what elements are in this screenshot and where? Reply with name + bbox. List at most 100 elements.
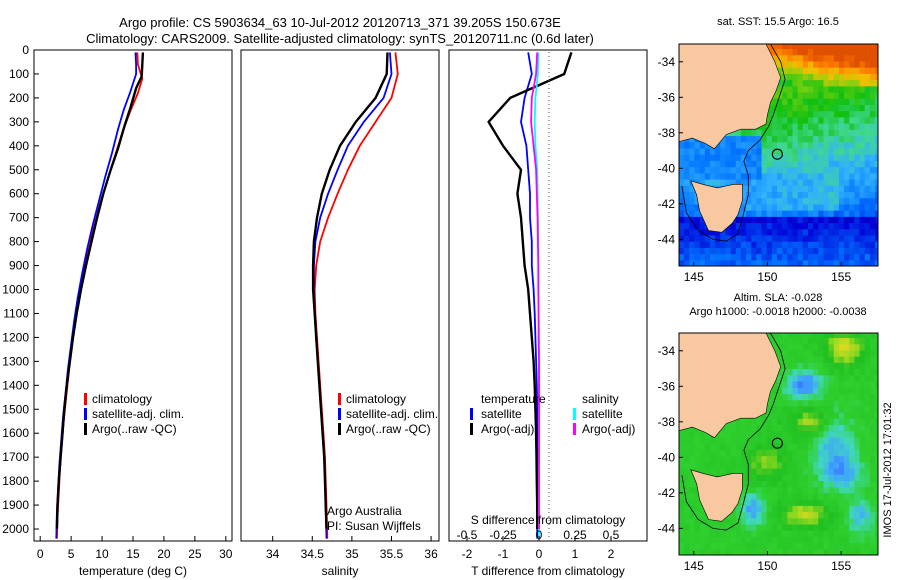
x-tick-label: 0 bbox=[37, 547, 44, 561]
legend-header-temperature: temperature bbox=[481, 392, 546, 406]
legend-swatch-satellite bbox=[338, 408, 341, 420]
y-tick-label: 800 bbox=[9, 235, 29, 249]
x-tick-label: -2 bbox=[462, 547, 473, 561]
legend-swatch-s-satellite bbox=[573, 408, 576, 420]
y-tick-label: 300 bbox=[9, 115, 29, 129]
x-top-tick-label: 0.25 bbox=[563, 528, 587, 542]
x-tick-label: 10 bbox=[95, 547, 109, 561]
series-line-temperature-argo-adj- bbox=[487, 52, 573, 529]
map-x-tick-label: 155 bbox=[831, 559, 851, 573]
figure-title-line2: Climatology: CARS2009. Satellite-adjuste… bbox=[86, 31, 594, 46]
x-tick-label: 34.5 bbox=[301, 547, 325, 561]
y-tick-label: 600 bbox=[9, 187, 29, 201]
mainland bbox=[679, 333, 782, 439]
map-y-tick-label: -44 bbox=[658, 521, 676, 535]
series-line-salinity-argo-adj- bbox=[530, 52, 540, 529]
salinity-axes-frame bbox=[240, 49, 440, 542]
x-tick-label: 30 bbox=[219, 547, 233, 561]
legend-label-argo: Argo(..raw -QC) bbox=[92, 422, 177, 436]
map-y-tick-label: -38 bbox=[658, 415, 676, 429]
difference-top-xlabel: S difference from climatology bbox=[471, 513, 626, 527]
x-tick-label: 1 bbox=[572, 547, 579, 561]
sla-map-title-line1: Altim. SLA: -0.028 bbox=[734, 292, 823, 304]
x-top-tick-label: 0 bbox=[536, 528, 543, 542]
difference-xlabel: T difference from climatology bbox=[471, 564, 625, 578]
sla-map-title-line2: Argo h1000: -0.0018 h2000: -0.0038 bbox=[689, 306, 866, 318]
map-field bbox=[679, 44, 878, 266]
y-tick-label: 100 bbox=[9, 67, 29, 81]
legend-label-satellite: satellite-adj. clim. bbox=[92, 407, 184, 421]
legend-label-satellite: satellite-adj. clim. bbox=[346, 407, 438, 421]
legend-label-climatology: climatology bbox=[92, 392, 152, 406]
x-tick-label: -1 bbox=[498, 547, 509, 561]
series-line-argo-raw-qc- bbox=[311, 52, 389, 530]
series-line-climatology bbox=[313, 52, 399, 539]
salinity-annotation-line2: PI: Susan Wijffels bbox=[327, 519, 421, 533]
y-tick-label: 2000 bbox=[2, 522, 29, 536]
series-line-argo-raw-qc- bbox=[55, 52, 145, 530]
x-tick-label: 35.5 bbox=[380, 547, 404, 561]
y-tick-label: 1800 bbox=[2, 474, 29, 488]
x-tick-label: 35 bbox=[345, 547, 359, 561]
y-tick-label: 1500 bbox=[2, 402, 29, 416]
shelf-contour bbox=[681, 44, 786, 242]
legend-swatch-t-argo bbox=[470, 423, 473, 435]
map-y-tick-label: -36 bbox=[658, 90, 676, 104]
legend-swatch-t-satellite bbox=[470, 408, 473, 420]
y-tick-label: 200 bbox=[9, 91, 29, 105]
legend-header-salinity: salinity bbox=[582, 392, 619, 406]
legend-label-s-satellite: satellite bbox=[582, 407, 623, 421]
salinity-legend: climatology satellite-adj. clim. Argo(..… bbox=[338, 392, 438, 436]
temperature-panel: 0 5 10 15 20 25 30 0 100 200 300 400 500 600 700 800 90… bbox=[2, 43, 233, 578]
y-tick-label: 1100 bbox=[3, 306, 29, 320]
legend-swatch-argo bbox=[84, 423, 87, 435]
legend-swatch-climatology bbox=[84, 393, 87, 405]
map-y-tick-label: -34 bbox=[658, 55, 676, 69]
argo-float-marker bbox=[771, 148, 783, 160]
x-tick-label: 36 bbox=[424, 547, 438, 561]
y-tick-label: 1400 bbox=[2, 378, 29, 392]
map-y-tick-label: -40 bbox=[658, 161, 676, 175]
map-y-tick-label: -40 bbox=[658, 450, 676, 464]
map-frame bbox=[678, 43, 879, 267]
map-y-tick-label: -42 bbox=[658, 486, 676, 500]
figure-title-line1: Argo profile: CS 5903634_63 10-Jul-2012 … bbox=[119, 15, 561, 30]
x-top-tick-label: 0.5 bbox=[603, 528, 620, 542]
x-top-tick-label: -0.5 bbox=[457, 528, 478, 542]
salinity-panel: 34 34.5 35 35.5 36 salinity climatology sate… bbox=[240, 49, 440, 578]
map-x-tick-label: 145 bbox=[684, 270, 704, 284]
shelf-contour bbox=[681, 333, 786, 531]
map-y-tick-label: -42 bbox=[658, 197, 676, 211]
map-x-tick-label: 155 bbox=[831, 270, 851, 284]
map-y-tick-label: -36 bbox=[658, 379, 676, 393]
temperature-legend: climatology satellite-adj. clim. Argo(..… bbox=[84, 392, 184, 436]
y-tick-label: 900 bbox=[9, 259, 29, 273]
legend-swatch-s-argo bbox=[573, 423, 576, 435]
y-tick-label: 1300 bbox=[2, 354, 29, 368]
x-tick-label: 34 bbox=[266, 547, 280, 561]
map-field bbox=[679, 333, 878, 555]
y-tick-label: 1600 bbox=[2, 426, 29, 440]
y-tick-label: 500 bbox=[9, 163, 29, 177]
difference-axes-frame bbox=[448, 49, 648, 542]
x-tick-label: 2 bbox=[608, 547, 615, 561]
tasmania bbox=[690, 180, 743, 233]
y-tick-label: 700 bbox=[9, 211, 29, 225]
legend-label-t-satellite: satellite bbox=[481, 407, 522, 421]
map-y-tick-label: -44 bbox=[658, 232, 676, 246]
legend-swatch-climatology bbox=[338, 393, 341, 405]
x-tick-label: 5 bbox=[68, 547, 75, 561]
y-tick-label: 1200 bbox=[2, 330, 29, 344]
y-tick-label: 1000 bbox=[2, 283, 29, 297]
map-x-tick-label: 145 bbox=[684, 559, 704, 573]
legend-label-s-argo: Argo(-adj) bbox=[582, 422, 635, 436]
legend-label-argo: Argo(..raw -QC) bbox=[346, 422, 431, 436]
x-top-tick-label: -0.25 bbox=[489, 528, 517, 542]
salinity-xlabel: salinity bbox=[322, 564, 359, 578]
sst-map-panel: sat. SST: 15.5 Argo: 16.5 145 150 155 -34 -3… bbox=[658, 16, 879, 284]
map-x-tick-label: 150 bbox=[757, 559, 777, 573]
difference-panel: -2 -1 0 1 2 -0.5 -0.25 0 0.25 0.5 S difference f… bbox=[448, 49, 648, 578]
y-tick-label: 1900 bbox=[2, 498, 29, 512]
tasmania bbox=[690, 469, 743, 522]
